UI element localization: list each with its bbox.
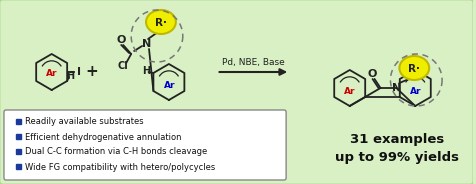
Text: Ar: Ar bbox=[344, 86, 356, 95]
Text: Cl: Cl bbox=[118, 61, 129, 71]
Bar bbox=[16, 118, 21, 124]
Text: +: + bbox=[85, 65, 98, 79]
Text: H: H bbox=[66, 71, 74, 81]
Bar bbox=[16, 164, 21, 169]
Ellipse shape bbox=[399, 56, 429, 80]
Text: Ar: Ar bbox=[46, 70, 58, 79]
Text: Pd, NBE, Base: Pd, NBE, Base bbox=[222, 59, 285, 68]
Text: Ar: Ar bbox=[164, 81, 176, 89]
Text: Ar: Ar bbox=[409, 86, 421, 95]
Text: H: H bbox=[142, 66, 150, 76]
Text: 31 examples: 31 examples bbox=[350, 134, 445, 146]
Text: up to 99% yields: up to 99% yields bbox=[336, 151, 459, 164]
Text: R·: R· bbox=[155, 18, 167, 28]
Text: Readily available substrates: Readily available substrates bbox=[25, 118, 143, 127]
Text: N: N bbox=[142, 39, 152, 49]
Bar bbox=[16, 134, 21, 139]
Text: R·: R· bbox=[408, 64, 420, 74]
Bar bbox=[16, 148, 21, 154]
Ellipse shape bbox=[146, 10, 176, 34]
Text: Dual C-C formation via C-H bonds cleavage: Dual C-C formation via C-H bonds cleavag… bbox=[25, 148, 207, 157]
Text: Wide FG compatibility with hetero/polycycles: Wide FG compatibility with hetero/polycy… bbox=[25, 162, 215, 171]
Text: O: O bbox=[117, 35, 126, 45]
FancyBboxPatch shape bbox=[4, 110, 286, 180]
Text: I: I bbox=[78, 67, 81, 77]
Text: Efficient dehydrogenative annulation: Efficient dehydrogenative annulation bbox=[25, 132, 181, 141]
Text: O: O bbox=[368, 69, 377, 79]
FancyArrowPatch shape bbox=[219, 69, 285, 75]
Text: N: N bbox=[392, 83, 401, 93]
